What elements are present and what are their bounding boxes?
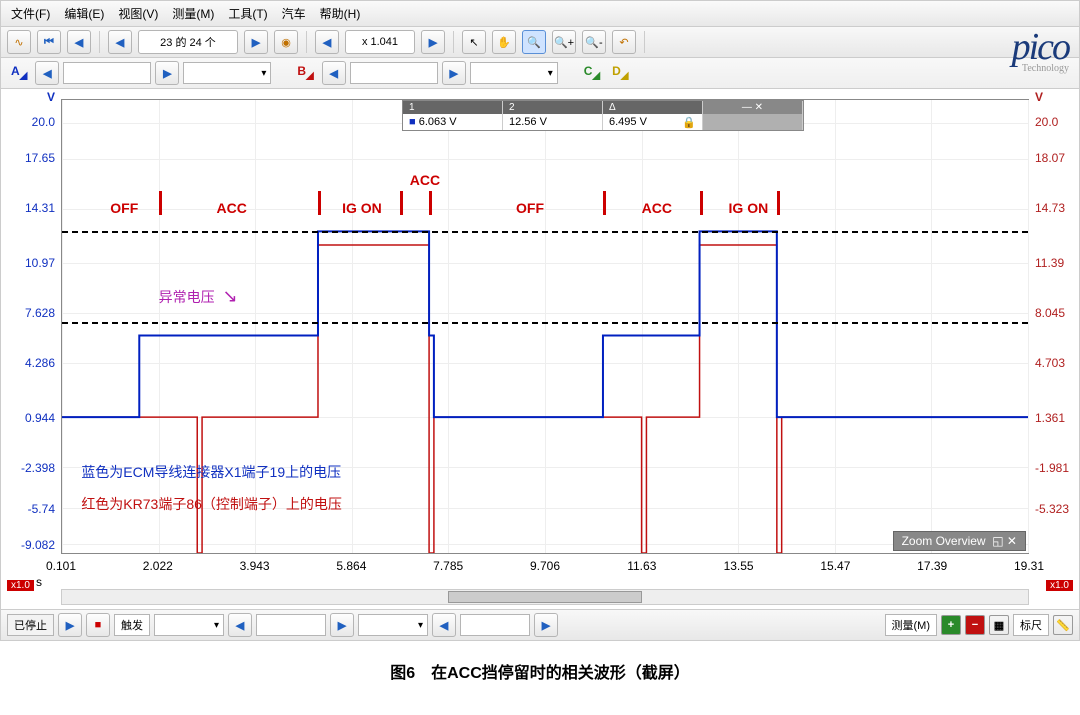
app-window: 文件(F) 编辑(E) 视图(V) 测量(M) 工具(T) 汽车 帮助(H) ∿… bbox=[0, 0, 1080, 641]
trigger-next[interactable]: ▶ bbox=[330, 613, 354, 637]
trigger-prev-2[interactable]: ◀ bbox=[432, 613, 456, 637]
menubar: 文件(F) 编辑(E) 视图(V) 测量(M) 工具(T) 汽车 帮助(H) bbox=[1, 1, 1079, 27]
y-axis-left: V 20.017.6514.3110.977.6284.2860.944-2.3… bbox=[1, 99, 59, 554]
statusbar: 已停止 ▶ ■ 触发 ▾ ◀ ▶ ▾ ◀ ▶ 测量(M) + − ▦ 标尺 📏 bbox=[1, 609, 1079, 640]
zoom-in-icon[interactable]: 🔍+ bbox=[552, 30, 576, 54]
measurement-close-button[interactable]: — ✕ bbox=[703, 101, 803, 130]
channel-b-next[interactable]: ▶ bbox=[442, 61, 466, 85]
menu-file[interactable]: 文件(F) bbox=[11, 5, 50, 22]
y-axis-right: V 20.018.0714.7311.398.0454.7031.361-1.9… bbox=[1031, 99, 1079, 554]
channel-a-coupling[interactable]: ▾ bbox=[183, 62, 271, 84]
status-play-button[interactable]: ▶ bbox=[58, 613, 82, 637]
menu-tools[interactable]: 工具(T) bbox=[228, 5, 267, 22]
trigger-range-2[interactable] bbox=[460, 614, 530, 636]
zoom-out-icon[interactable]: 🔍- bbox=[582, 30, 606, 54]
measurement-col-1: 1 ■ 6.063 V bbox=[403, 101, 503, 130]
chart-plot-area[interactable]: OFFACCIG ONACCOFFACCIG ON 异常电压 ↘ 蓝色为ECM导… bbox=[61, 99, 1029, 554]
zoom-in-step-button[interactable]: ▶ bbox=[421, 30, 445, 54]
zoom-overview-panel[interactable]: Zoom Overview ◱ ✕ bbox=[893, 531, 1026, 551]
frame-next-button[interactable]: ▶ bbox=[244, 30, 268, 54]
channel-a-label[interactable]: A◢ bbox=[7, 64, 31, 81]
status-stop-button[interactable]: ■ bbox=[86, 613, 110, 637]
measurement-panel[interactable]: 1 ■ 6.063 V 2 12.56 V Δ 6.495 V 🔒 — ✕ bbox=[402, 100, 804, 131]
status-measure[interactable]: 测量(M) bbox=[885, 614, 938, 636]
trigger-prev[interactable]: ◀ bbox=[228, 613, 252, 637]
nav-first-button[interactable]: ⏮ bbox=[37, 30, 61, 54]
wave-icon[interactable]: ∿ bbox=[7, 30, 31, 54]
trigger-setting-2[interactable]: ▾ bbox=[358, 614, 428, 636]
figure-caption: 图6 在ACC挡停留时的相关波形（截屏） bbox=[0, 641, 1080, 693]
ruler-button[interactable]: 📏 bbox=[1053, 615, 1073, 635]
channel-d-label[interactable]: D◢ bbox=[608, 64, 632, 81]
compass-icon[interactable]: ◉ bbox=[274, 30, 298, 54]
main-toolbar: ∿ ⏮ ◀ ◀ 23 的 24 个 ▶ ◉ ◀ x 1.041 ▶ ↖ ✋ 🔍 … bbox=[1, 27, 1079, 58]
chart-main: V 20.017.6514.3110.977.6284.2860.944-2.3… bbox=[1, 89, 1079, 609]
h-scrollbar[interactable] bbox=[61, 589, 1029, 605]
waveform-svg bbox=[62, 100, 1028, 553]
frame-prev-button[interactable]: ◀ bbox=[108, 30, 132, 54]
channel-a-range[interactable] bbox=[63, 62, 151, 84]
nav-prev-button[interactable]: ◀ bbox=[67, 30, 91, 54]
trigger-range[interactable] bbox=[256, 614, 326, 636]
status-ruler[interactable]: 标尺 bbox=[1013, 614, 1049, 636]
pico-logo: pico Technology bbox=[1012, 25, 1069, 74]
add-measure-button[interactable]: + bbox=[941, 615, 961, 635]
menu-edit[interactable]: 编辑(E) bbox=[64, 5, 104, 22]
zoom-level: x 1.041 bbox=[345, 30, 415, 54]
frame-indicator: 23 的 24 个 bbox=[138, 30, 238, 54]
channel-c-label[interactable]: C◢ bbox=[580, 64, 604, 81]
measurement-col-3: Δ 6.495 V 🔒 bbox=[603, 101, 703, 130]
abnormal-voltage-annotation: 异常电压 ↘ bbox=[159, 286, 238, 307]
menu-car[interactable]: 汽车 bbox=[282, 5, 306, 22]
trigger-mode[interactable]: ▾ bbox=[154, 614, 224, 636]
zoom-out-step-button[interactable]: ◀ bbox=[315, 30, 339, 54]
zoom-tool-icon[interactable]: 🔍 bbox=[522, 30, 546, 54]
x-scale-badge-right[interactable]: x1.0 bbox=[1046, 580, 1073, 591]
status-trigger[interactable]: 触发 bbox=[114, 614, 150, 636]
channel-b-prev[interactable]: ◀ bbox=[322, 61, 346, 85]
menu-view[interactable]: 视图(V) bbox=[118, 5, 158, 22]
measurement-col-2: 2 12.56 V bbox=[503, 101, 603, 130]
measure-settings-button[interactable]: ▦ bbox=[989, 615, 1009, 635]
channel-bar: A◢ ◀ ▶ ▾ B◢ ◀ ▶ ▾ C◢ D◢ bbox=[1, 58, 1079, 89]
channel-a-prev[interactable]: ◀ bbox=[35, 61, 59, 85]
menu-help[interactable]: 帮助(H) bbox=[320, 5, 361, 22]
channel-b-range[interactable] bbox=[350, 62, 438, 84]
x-axis: 0.1012.0223.9435.8647.7859.70611.6313.55… bbox=[61, 559, 1029, 579]
pointer-tool-icon[interactable]: ↖ bbox=[462, 30, 486, 54]
trigger-next-2[interactable]: ▶ bbox=[534, 613, 558, 637]
channel-a-next[interactable]: ▶ bbox=[155, 61, 179, 85]
x-axis-unit: s bbox=[36, 575, 42, 589]
channel-b-label[interactable]: B◢ bbox=[293, 64, 317, 81]
x-scale-badge-left[interactable]: x1.0 bbox=[7, 580, 34, 591]
status-stopped: 已停止 bbox=[7, 614, 54, 636]
remove-measure-button[interactable]: − bbox=[965, 615, 985, 635]
undo-icon[interactable]: ↶ bbox=[612, 30, 636, 54]
channel-b-coupling[interactable]: ▾ bbox=[470, 62, 558, 84]
menu-measure[interactable]: 测量(M) bbox=[172, 5, 214, 22]
hand-tool-icon[interactable]: ✋ bbox=[492, 30, 516, 54]
